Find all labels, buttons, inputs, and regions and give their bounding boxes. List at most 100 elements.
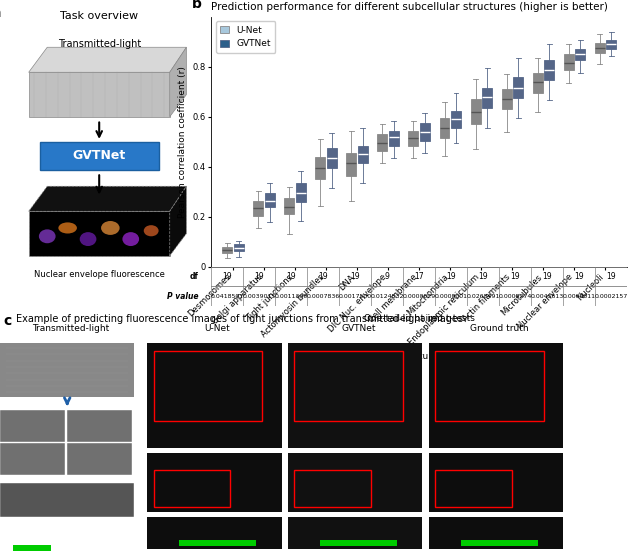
Bar [429,343,563,448]
Bar [179,540,256,546]
Text: 0.0002157: 0.0002157 [595,294,628,299]
Text: 19: 19 [574,272,584,281]
Text: 0.0011390: 0.0011390 [275,294,308,299]
Bar [320,540,397,546]
PathPatch shape [408,131,419,146]
Text: 0.0045613: 0.0045613 [531,294,564,299]
Text: Task overview: Task overview [60,11,138,21]
Bar [429,517,563,549]
Text: GVTNet: GVTNet [72,149,126,162]
Text: Prediction performance for different subcellular structures (higher is better): Prediction performance for different sub… [211,2,608,12]
Text: Transmitted-light: Transmitted-light [32,324,109,334]
Legend: U-Net, GVTNet: U-Net, GVTNet [216,21,275,53]
Text: 0.0007836: 0.0007836 [307,294,340,299]
Text: 0.0000001: 0.0000001 [435,294,468,299]
Text: 19: 19 [510,272,520,281]
Bar [294,470,371,507]
Ellipse shape [58,222,77,234]
Text: 19: 19 [286,272,296,281]
Text: 19: 19 [542,272,552,281]
Polygon shape [170,186,186,256]
Text: 19: 19 [318,272,328,281]
PathPatch shape [222,247,232,253]
Text: c: c [3,314,12,328]
Text: 0.0008274: 0.0008274 [499,294,532,299]
Ellipse shape [39,229,56,244]
PathPatch shape [296,183,306,202]
PathPatch shape [532,73,543,93]
PathPatch shape [482,88,492,108]
Bar [154,470,230,507]
PathPatch shape [316,157,325,180]
PathPatch shape [253,201,263,216]
Text: 19: 19 [350,272,360,281]
Text: Ground truth: Ground truth [470,324,529,334]
Ellipse shape [80,232,97,246]
Text: 0.0418507: 0.0418507 [211,294,244,299]
PathPatch shape [595,43,605,53]
PathPatch shape [265,193,275,207]
Bar [13,545,51,551]
Bar [435,470,512,507]
Text: 19: 19 [222,272,232,281]
Bar [429,453,563,512]
Text: Transmitted-light: Transmitted-light [58,39,141,49]
Bar [435,350,544,421]
Text: U-Net: U-Net [205,324,230,334]
PathPatch shape [451,111,461,128]
Text: a: a [0,6,1,19]
Bar [147,453,282,512]
PathPatch shape [575,49,585,61]
PathPatch shape [544,61,554,80]
PathPatch shape [358,146,368,163]
Polygon shape [29,47,186,72]
Y-axis label: Pearson correlation coefficient (r): Pearson correlation coefficient (r) [178,66,187,218]
Text: df: df [189,272,198,281]
Text: 17: 17 [414,272,424,281]
Bar [461,540,538,546]
Bar [147,343,282,448]
Bar [67,444,132,475]
PathPatch shape [502,90,511,109]
Text: 0.0017500: 0.0017500 [339,294,372,299]
PathPatch shape [284,198,294,214]
Ellipse shape [144,225,159,236]
Ellipse shape [122,232,139,246]
Text: 0.0000029: 0.0000029 [403,294,436,299]
Text: Nuclear envelope fluorescence: Nuclear envelope fluorescence [34,270,164,279]
Bar [288,343,422,448]
Bar [294,350,403,421]
PathPatch shape [564,54,573,71]
Text: 19: 19 [606,272,616,281]
Text: 19: 19 [478,272,488,281]
PathPatch shape [606,39,616,49]
Text: Example of predicting fluorescence images of tight junctions from transmitted-li: Example of predicting fluorescence image… [16,314,463,324]
Text: 0.0268491: 0.0268491 [467,294,500,299]
Bar [288,517,422,549]
PathPatch shape [346,153,356,176]
PathPatch shape [327,148,337,168]
PathPatch shape [389,131,399,146]
Ellipse shape [101,221,120,235]
Bar [0,483,134,517]
Polygon shape [29,211,170,256]
Polygon shape [29,186,186,211]
PathPatch shape [420,123,430,141]
PathPatch shape [470,99,481,125]
Text: 0.0124532: 0.0124532 [371,294,404,299]
X-axis label: Structures: Structures [396,353,443,361]
Text: 0.0039015: 0.0039015 [243,294,276,299]
Bar [288,453,422,512]
PathPatch shape [440,118,449,138]
Bar [154,350,262,421]
Bar [40,142,159,170]
Bar [0,343,134,397]
Text: 9: 9 [385,272,390,281]
PathPatch shape [234,245,244,251]
Bar [67,410,132,442]
Text: 19: 19 [446,272,456,281]
Polygon shape [29,72,170,117]
Text: GVTNet: GVTNet [341,324,376,334]
Text: b: b [192,0,202,11]
Text: One-tailed paired t-tests: One-tailed paired t-tests [364,314,475,322]
